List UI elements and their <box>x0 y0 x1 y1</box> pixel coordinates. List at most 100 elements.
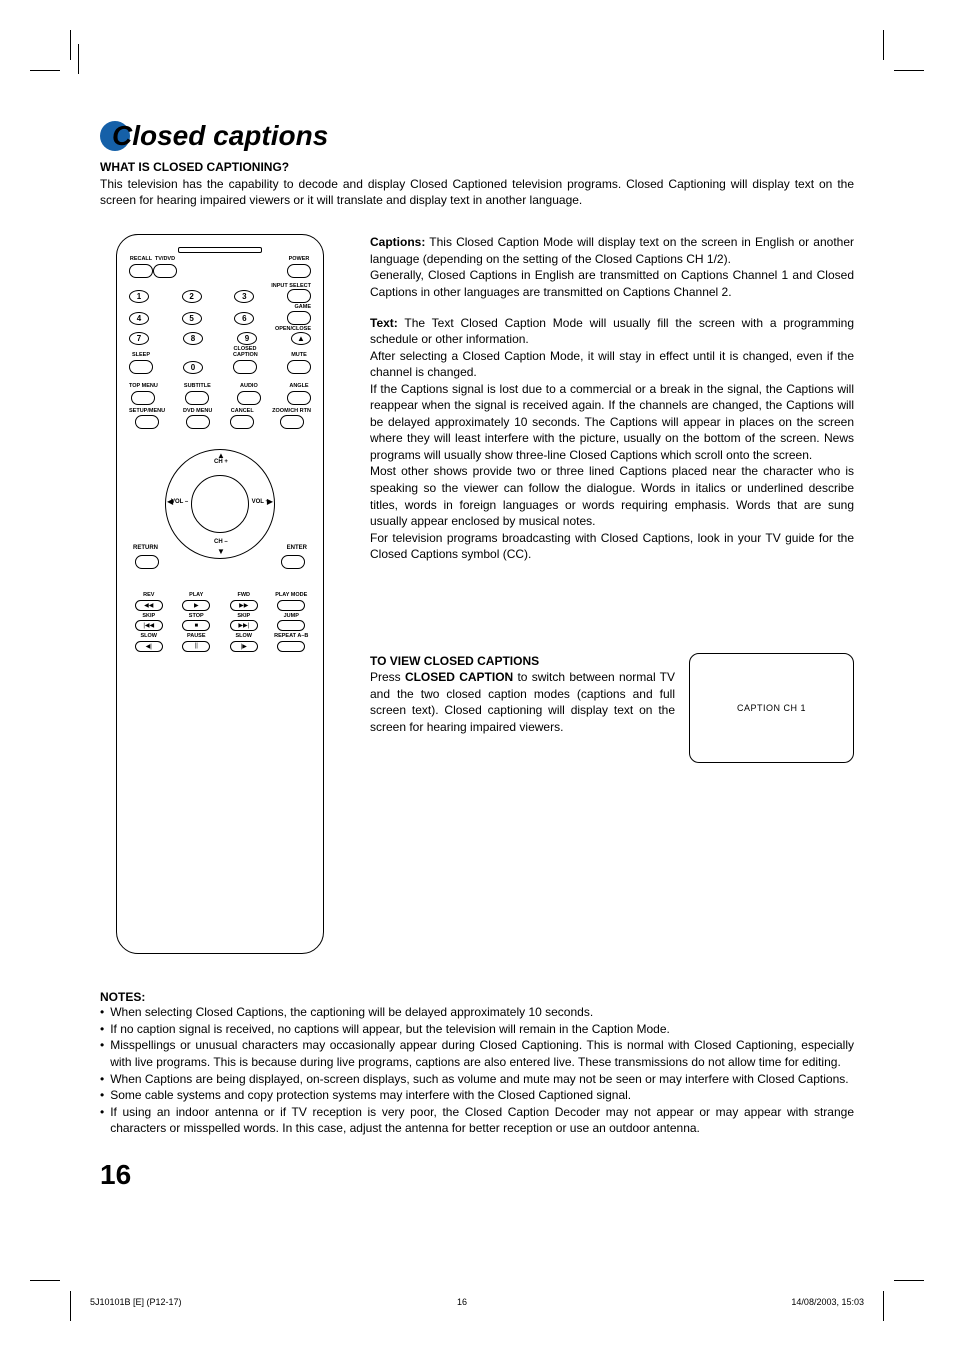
text-body: The Text Closed Caption Mode will usuall… <box>370 316 854 347</box>
fwd-label: FWD <box>237 593 250 599</box>
ch-up-label: CH + <box>214 459 228 465</box>
jump-button <box>277 620 305 631</box>
top-menu-button <box>131 391 155 405</box>
cc-button <box>233 360 257 374</box>
text-body2: After selecting a Closed Caption Mode, i… <box>370 348 854 381</box>
audio-button <box>237 391 261 405</box>
play-label: PLAY <box>189 593 203 599</box>
top-menu-label: TOP MENU <box>129 384 158 390</box>
rev-label: REV <box>143 593 154 599</box>
subtitle-label: SUBTITLE <box>184 384 211 390</box>
input-select-button <box>287 289 311 303</box>
mute-label: MUTE <box>287 353 311 359</box>
note-item: If no caption signal is received, no cap… <box>110 1021 670 1038</box>
num-5-button: 5 <box>182 312 202 325</box>
captions-text2: Generally, Closed Captions in English ar… <box>370 267 854 300</box>
enter-button <box>281 555 305 569</box>
note-item: When selecting Closed Captions, the capt… <box>110 1004 593 1021</box>
dvd-menu-label: DVD MENU <box>183 409 212 415</box>
return-label: RETURN <box>133 545 158 551</box>
num-9-button: 9 <box>237 332 257 345</box>
game-button <box>287 311 311 325</box>
slow-fwd-button: |▶ <box>230 641 258 652</box>
setup-menu-label: SETUP/MENU <box>129 409 165 415</box>
power-label: POWER <box>289 257 310 263</box>
stop-label: STOP <box>189 614 204 620</box>
arrow-right-icon: ▶ <box>267 497 273 506</box>
repeat-button <box>277 641 305 652</box>
stop-button: ■ <box>182 620 210 631</box>
fwd-button: ▶▶ <box>230 600 258 611</box>
note-item: When Captions are being displayed, on-sc… <box>110 1071 848 1088</box>
page-number: 16 <box>100 1159 854 1191</box>
text-body5: For television programs broadcasting wit… <box>370 530 854 563</box>
footer-left: 5J10101B [E] (P12-17) <box>90 1297 182 1307</box>
slow-back-button: ◀| <box>135 641 163 652</box>
num-2-button: 2 <box>182 290 202 303</box>
cancel-label: CANCEL <box>231 409 254 415</box>
subtitle-button <box>185 391 209 405</box>
captions-label: Captions: <box>370 235 425 249</box>
pause-label: PAUSE <box>187 634 206 640</box>
section-heading: WHAT IS CLOSED CAPTIONING? <box>100 160 854 174</box>
num-3-button: 3 <box>234 290 254 303</box>
notes-heading: NOTES: <box>100 990 854 1004</box>
slow-back-label: SLOW <box>141 634 158 640</box>
audio-label: AUDIO <box>240 384 258 390</box>
note-item: Some cable systems and copy protection s… <box>110 1087 631 1104</box>
footer-right: 14/08/2003, 15:03 <box>791 1297 864 1307</box>
num-1-button: 1 <box>129 290 149 303</box>
repeat-label: REPEAT A–B <box>274 634 308 640</box>
recall-label: RECALL <box>130 257 152 263</box>
enter-label: ENTER <box>287 545 307 551</box>
arrow-down-icon: ▼ <box>217 547 225 556</box>
num-4-button: 4 <box>129 312 149 325</box>
slow-fwd-label: SLOW <box>236 634 253 640</box>
skip-back-button: |◀◀ <box>135 620 163 631</box>
note-item: If using an indoor antenna or if TV rece… <box>110 1104 854 1137</box>
view-body: Press CLOSED CAPTION to switch between n… <box>370 669 675 735</box>
play-button: ▶ <box>182 600 210 611</box>
intro-text: This television has the capability to de… <box>100 176 854 208</box>
sleep-label: SLEEP <box>129 353 153 359</box>
pause-button: || <box>182 641 210 652</box>
ch-dn-label: CH – <box>214 539 228 545</box>
skip-fwd-button: ▶▶| <box>230 620 258 631</box>
cancel-button <box>230 415 254 429</box>
num-6-button: 6 <box>234 312 254 325</box>
notes-list: When selecting Closed Captions, the capt… <box>100 1004 854 1136</box>
text-body4: Most other shows provide two or three li… <box>370 463 854 529</box>
zoom-button <box>280 415 304 429</box>
tvdvd-button <box>153 264 177 278</box>
play-mode-label: PLAY MODE <box>275 593 307 599</box>
osd-text: CAPTION CH 1 <box>737 702 806 714</box>
num-8-button: 8 <box>183 332 203 345</box>
eject-button: ▲ <box>291 332 311 345</box>
skip-back-label: SKIP <box>142 614 155 620</box>
rev-button: ◀◀ <box>135 600 163 611</box>
setup-menu-button <box>135 415 159 429</box>
remote-illustration: RECALL TV/DVD POWER INPUT SELECT 1 2 3 G… <box>116 234 324 954</box>
jump-label: JUMP <box>284 614 299 620</box>
nav-inner <box>191 475 249 533</box>
return-button <box>135 555 159 569</box>
dvd-menu-button <box>186 415 210 429</box>
captions-text: This Closed Caption Mode will display te… <box>370 235 854 266</box>
cc-label: CLOSED CAPTION <box>233 347 257 358</box>
footer-center: 16 <box>457 1297 467 1307</box>
power-button <box>287 264 311 278</box>
angle-label: ANGLE <box>289 384 308 390</box>
play-mode-button <box>277 600 305 611</box>
recall-button <box>129 264 153 278</box>
num-0-button: 0 <box>183 361 203 374</box>
text-label: Text: <box>370 316 398 330</box>
sleep-button <box>129 360 153 374</box>
zoom-label: ZOOM/CH RTN <box>272 409 311 415</box>
angle-button <box>287 391 311 405</box>
osd-preview: CAPTION CH 1 <box>689 653 854 763</box>
text-body3: If the Captions signal is lost due to a … <box>370 381 854 464</box>
vol-dn-label: VOL – <box>171 499 188 505</box>
mute-button <box>287 360 311 374</box>
tvdvd-label: TV/DVD <box>155 257 175 263</box>
skip-fwd-label: SKIP <box>237 614 250 620</box>
